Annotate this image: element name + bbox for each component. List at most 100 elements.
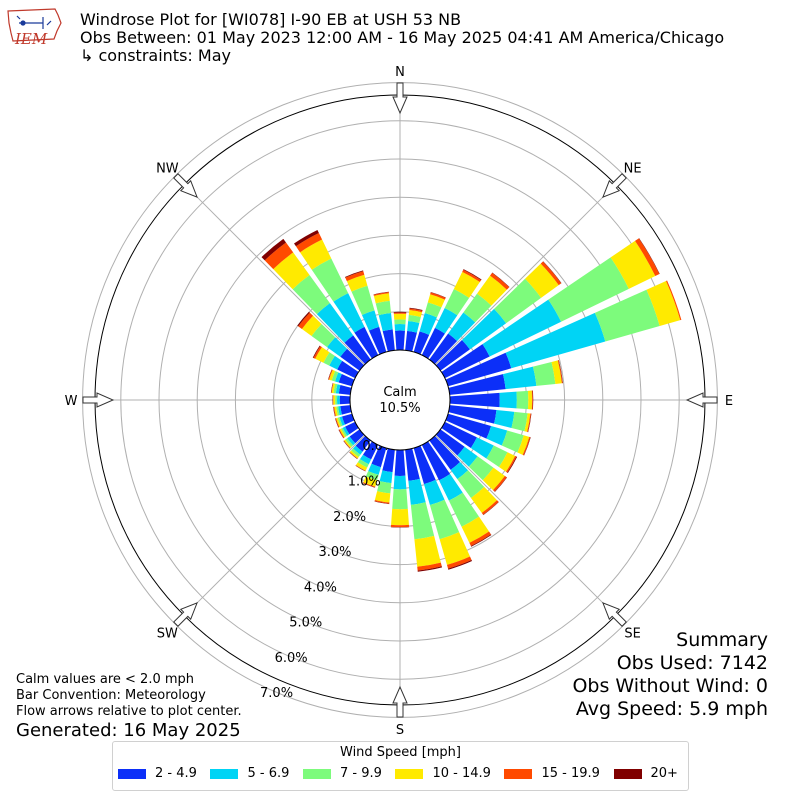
grid-spoke <box>435 435 617 617</box>
windrose-bar-segment <box>313 346 322 359</box>
windrose-bar-segment <box>297 311 310 327</box>
windrose-bar-segment <box>507 456 518 474</box>
windrose-bar-segment <box>430 292 446 300</box>
windrose-bar-segment <box>463 293 492 323</box>
windrose-bar-segment <box>421 441 451 481</box>
windrose-bar-segment <box>328 369 333 380</box>
radial-tick-label: 2.0% <box>333 510 366 525</box>
windrose-bar-segment <box>382 448 395 473</box>
direction-label: E <box>725 394 733 409</box>
flow-arrow-shape <box>602 602 627 627</box>
flow-arrow-shape <box>392 82 408 115</box>
windrose-bar-segment <box>666 280 682 321</box>
windrose-bar-segment <box>410 502 435 540</box>
windrose-bar-segment <box>463 269 482 281</box>
windrose-bar-segment <box>469 531 491 547</box>
windrose-bar-segment <box>335 395 338 405</box>
windrose-bar-segment <box>343 440 351 449</box>
title-line-3: ↳ constraints: May <box>80 46 231 65</box>
avg-speed: Avg Speed: 5.9 mph <box>575 698 768 720</box>
windrose-bar-segment <box>338 429 345 439</box>
windrose-bar-segment <box>462 269 482 283</box>
radial-tick-label: 7.0% <box>260 686 293 701</box>
windrose-bar-segment <box>461 308 507 350</box>
windrose-bar-segment <box>392 489 408 510</box>
windrose-bar-segment <box>494 477 508 492</box>
windrose-bar-segment <box>409 307 423 311</box>
legend-title: Wind Speed [mph] <box>340 745 461 760</box>
windrose-bar-segment <box>340 427 348 437</box>
windrose-bar-segment <box>347 436 356 446</box>
windrose-bar-segment <box>349 451 358 459</box>
windrose-bar-segment <box>429 499 460 540</box>
windrose-bar-segment <box>408 309 423 318</box>
windrose-bar-segment <box>435 429 465 456</box>
windrose-bar-segment <box>337 360 359 379</box>
windrose-bar-segment <box>527 413 532 433</box>
windrose-bar-segment <box>405 448 420 481</box>
windrose-bar-segment <box>359 454 372 465</box>
iowa-outline-shape <box>7 8 62 42</box>
flow-arrow-shape <box>82 392 115 408</box>
legend-swatch <box>302 768 331 779</box>
windrose-bar-segment <box>311 323 336 348</box>
windrose-bar-segment <box>501 430 524 453</box>
legend-swatch <box>613 768 642 779</box>
windrose-bar-segment <box>516 390 529 410</box>
radial-tick-label: 6.0% <box>275 651 308 666</box>
calm-label: Calm <box>383 385 416 400</box>
windrose-bars <box>261 229 682 572</box>
grid-spoke <box>183 183 365 365</box>
legend: Wind Speed [mph] 2 - 4.9 5 - 6.9 7 - 9.9 10… <box>112 741 689 791</box>
windrose-bar-segment <box>333 293 365 333</box>
windrose-bar-segment <box>298 312 314 330</box>
windrose-bar-segment <box>445 352 512 387</box>
legend-label: 10 - 14.9 <box>432 766 491 781</box>
calm-center-circle <box>349 349 451 451</box>
notes-block: Calm values are < 2.0 mph Bar Convention… <box>16 672 242 720</box>
flow-arrow <box>685 392 718 408</box>
windrose-bar-segment <box>368 326 387 355</box>
windrose-bar-segment <box>362 441 379 460</box>
windrose-bar-segment <box>300 239 332 270</box>
direction-label: SW <box>157 627 178 642</box>
windrose-bar-segment <box>349 452 358 460</box>
windrose-bar-segment <box>323 352 335 366</box>
windrose-bar-segment <box>482 467 505 491</box>
flow-arrow-shape <box>602 173 627 198</box>
windrose-bar-segment <box>339 428 346 438</box>
windrose-bar-segment <box>312 345 321 358</box>
windrose-bar-segment <box>444 289 470 316</box>
windrose-bar-segment <box>335 384 341 394</box>
windrose-bar-segment <box>335 372 342 383</box>
grid-spoke <box>435 183 617 365</box>
windrose-bar-segment <box>343 440 351 449</box>
legend-label: 15 - 19.9 <box>541 766 600 781</box>
windrose-bar-segment <box>532 361 556 386</box>
windrose-bar-segment <box>393 313 407 320</box>
windrose-bar-segment <box>373 292 389 296</box>
radial-tick-label: 3.0% <box>318 545 351 560</box>
legend-swatch <box>504 768 533 779</box>
windrose-bar-segment <box>337 417 343 427</box>
windrose-bar-segment <box>334 406 338 417</box>
iem-logo: IEM <box>7 8 62 48</box>
windrose-bar-segment <box>502 366 537 390</box>
windrose-bar-segment <box>532 390 534 410</box>
windrose-bar-segment <box>373 291 389 295</box>
windrose-bar-segment <box>445 413 492 439</box>
windrose-bar-segment <box>355 435 371 452</box>
windrose-bar-segment <box>470 486 498 513</box>
windrose-bar-segment <box>311 258 349 302</box>
windrose-bar-segment <box>335 418 340 428</box>
windrose-bar-segment <box>345 421 359 435</box>
windrose-bar-segment <box>453 271 480 298</box>
windrose-bar-segment <box>355 462 368 471</box>
windrose-bar-segment <box>449 392 500 408</box>
windrose-bar-segment <box>470 437 494 459</box>
windrose-bar-segment <box>273 252 310 290</box>
windrose-bar-segment <box>355 465 366 472</box>
windrose-bar-segment <box>332 395 333 405</box>
windrose-bar-segment <box>329 369 336 381</box>
calm-note: Calm values are < 2.0 mph <box>16 672 195 687</box>
